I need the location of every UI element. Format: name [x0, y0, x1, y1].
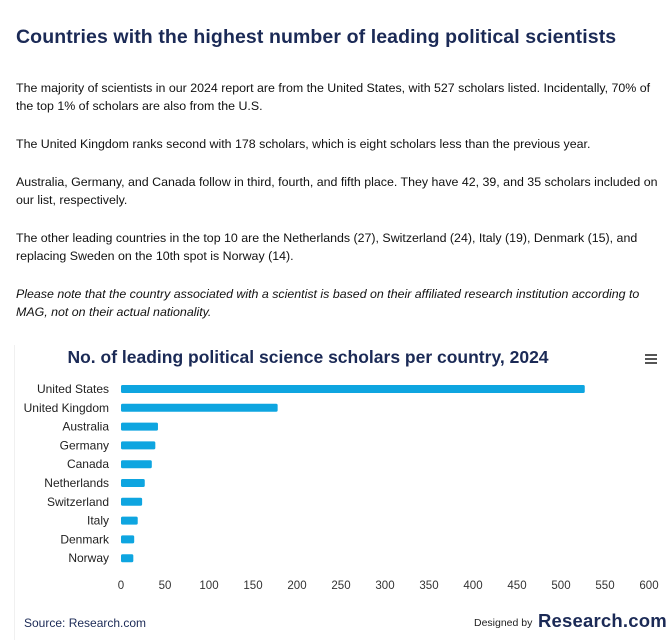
brand-logo[interactable]: Research.com — [538, 610, 667, 631]
x-tick-label: 200 — [287, 580, 306, 592]
category-label: Switzerland — [47, 495, 109, 509]
category-label: Italy — [87, 514, 109, 528]
bar[interactable] — [121, 554, 134, 563]
x-tick-label: 600 — [639, 580, 658, 592]
category-label: Canada — [67, 457, 109, 471]
bar[interactable] — [121, 535, 135, 544]
bar[interactable] — [121, 441, 156, 450]
bar[interactable] — [121, 479, 145, 487]
category-label: United Kingdom — [24, 401, 109, 415]
category-label: Denmark — [60, 532, 110, 546]
x-tick-label: 50 — [159, 580, 172, 592]
bar-chart: United States United Kingdom Australia Germ… — [24, 382, 659, 592]
paragraph-us: The majority of scientists in our 2024 r… — [16, 81, 651, 113]
category-label: United States — [37, 382, 109, 396]
category-label: Germany — [60, 438, 109, 452]
x-tick-label: 150 — [243, 580, 262, 592]
x-tick-label: 500 — [551, 580, 570, 592]
paragraph-note: Please note that the country associated … — [16, 287, 640, 319]
bar[interactable] — [121, 497, 143, 506]
paragraph-aus-ger-can: Australia, Germany, and Canada follow in… — [16, 175, 658, 207]
x-tick-label: 250 — [331, 580, 350, 592]
bar[interactable] — [121, 460, 152, 469]
x-tick-label: 450 — [507, 580, 526, 592]
bar[interactable] — [121, 422, 158, 431]
x-tick-label: 400 — [463, 580, 482, 592]
chart-container: No. of leading political science scholar… — [14, 345, 667, 640]
category-label: Norway — [68, 551, 109, 565]
x-tick-label: 0 — [118, 580, 124, 592]
chart-title: No. of leading political science scholar… — [67, 347, 549, 367]
bar[interactable] — [121, 385, 585, 393]
x-tick-label: 350 — [419, 580, 438, 592]
designed-by-label: Designed by — [474, 617, 533, 629]
bar[interactable] — [121, 516, 138, 525]
paragraph-top10: The other leading countries in the top 1… — [16, 231, 638, 263]
hamburger-menu-icon[interactable] — [645, 354, 657, 364]
x-tick-label: 300 — [375, 580, 394, 592]
category-label: Australia — [62, 420, 109, 434]
x-tick-label: 100 — [199, 580, 218, 592]
paragraph-uk: The United Kingdom ranks second with 178… — [16, 137, 591, 151]
page-heading: Countries with the highest number of lea… — [16, 26, 617, 48]
x-tick-label: 550 — [595, 580, 614, 592]
category-label: Netherlands — [44, 476, 109, 490]
bar[interactable] — [121, 403, 278, 412]
source-credit: Source: Research.com — [24, 616, 147, 630]
